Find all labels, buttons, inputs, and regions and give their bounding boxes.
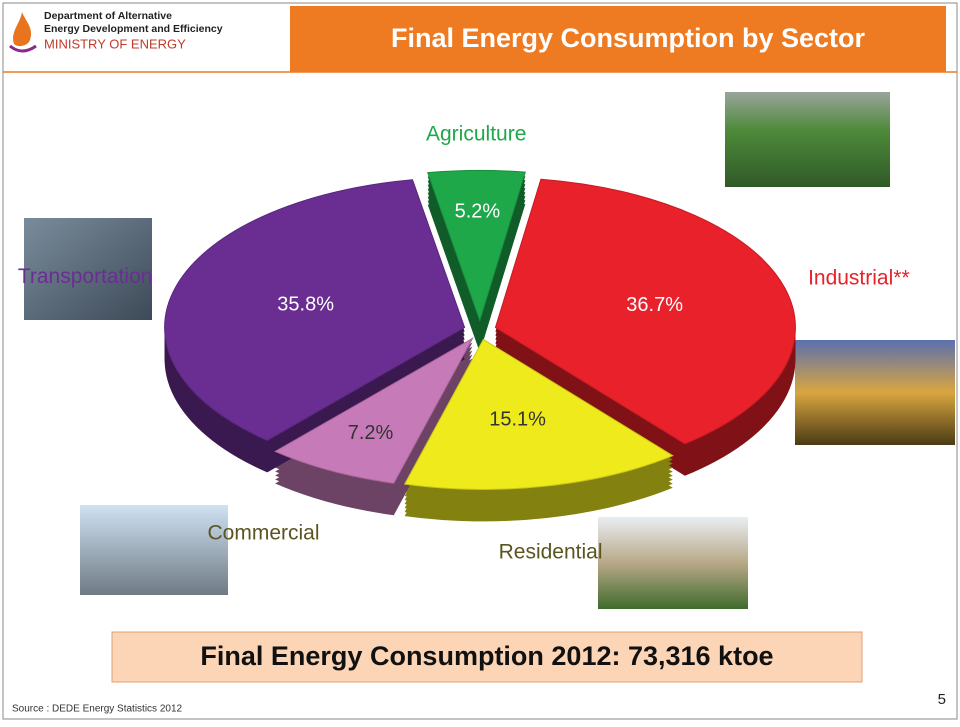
photo-transportation (24, 218, 152, 320)
photo-agriculture (725, 92, 890, 187)
pie: 5.2% Agriculture 36.7% Industrial** 15.1% Res… (18, 123, 910, 564)
value-label: 36.7% (626, 294, 683, 316)
source: Source : DEDE Energy Statistics 2012 (12, 704, 183, 715)
photo-industrial (795, 340, 955, 445)
category-label: Commercial (208, 521, 320, 544)
header: Department of Alternative Energy Develop… (3, 6, 957, 73)
value-label: 7.2% (348, 422, 394, 444)
slice (427, 169, 526, 322)
logo-arc (9, 44, 37, 53)
ministry-name: MINISTRY OF ENERGY (44, 36, 186, 51)
slice (403, 338, 674, 490)
summary-box (111, 631, 863, 683)
summary: Final Energy Consumption 2012: 73,316 kt… (200, 641, 773, 671)
photo-commercial (80, 505, 228, 595)
category-label: Residential (499, 540, 603, 563)
value-label: 5.2% (455, 201, 501, 223)
org-line: Department of Alternative (44, 10, 172, 22)
slice (164, 179, 466, 441)
logo (13, 12, 32, 47)
value-label: 35.8% (277, 294, 334, 316)
category-label: Industrial** (808, 266, 910, 289)
photo-residential (598, 517, 748, 609)
category-label: Agriculture (426, 123, 526, 146)
category-label: Transportation (18, 265, 153, 288)
value-label: 15.1% (489, 408, 546, 430)
slice (274, 337, 474, 484)
title-bar (290, 6, 946, 72)
org-line: Energy Development and Efficiency (44, 23, 223, 35)
slice (494, 178, 796, 445)
chart-title: Final Energy Consumption by Sector (391, 23, 866, 53)
page-number: 5 (938, 691, 946, 708)
